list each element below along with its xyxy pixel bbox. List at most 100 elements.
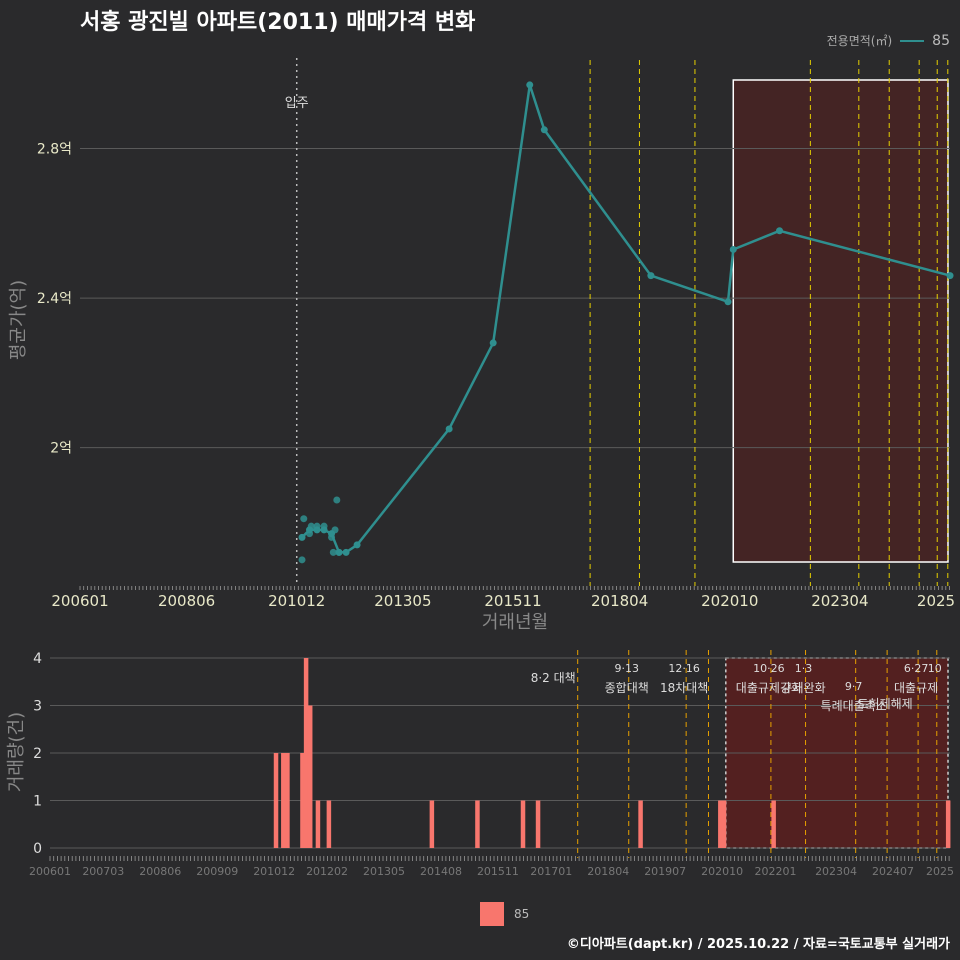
x-tick-label: 202304 — [811, 592, 868, 610]
volume-bar — [281, 753, 286, 848]
trade-point — [298, 556, 306, 564]
price-point — [776, 227, 784, 235]
y-tick-label-bottom: 0 — [33, 841, 42, 857]
legend-line-swatch — [900, 39, 925, 42]
x-tick-label-bottom: 201701 — [530, 865, 572, 878]
policy-date-label: 10 — [928, 662, 942, 675]
price-point — [647, 272, 655, 280]
x-tick-label: 201804 — [591, 592, 648, 610]
x-tick-label: 201012 — [268, 592, 325, 610]
policy-name-label: 특례대출축소 — [821, 699, 887, 713]
volume-bar — [535, 800, 541, 848]
volume-bar — [303, 658, 309, 848]
legend-series-name: 85 — [932, 32, 950, 49]
x-tick-label-bottom: 201012 — [253, 865, 295, 878]
y-tick-label: 2.8억 — [37, 141, 72, 157]
y-tick-label: 2.4억 — [37, 291, 72, 307]
volume-bar — [721, 800, 727, 848]
x-tick-label: 201305 — [374, 592, 431, 610]
x-tick-label: 2025 — [917, 592, 955, 610]
x-tick-label: 200806 — [158, 592, 215, 610]
trade-point — [300, 515, 308, 523]
policy-name-label: 토허제해제 — [858, 697, 913, 711]
bar-legend-label: 85 — [514, 907, 530, 921]
policy-name-label: 18차대책 — [660, 680, 708, 695]
policy-date-label: 10·26 — [753, 662, 785, 675]
x-tick-label: 200601 — [51, 592, 108, 610]
volume-bar — [718, 800, 723, 848]
x-tick-label-bottom: 202407 — [872, 865, 914, 878]
y-axis-title-bottom: 거래량(건) — [6, 712, 27, 792]
volume-bar — [638, 800, 643, 848]
x-tick-label-bottom: 201408 — [420, 865, 462, 878]
price-point — [298, 533, 306, 541]
trade-point — [335, 548, 343, 556]
x-tick-label-bottom: 201511 — [477, 865, 519, 878]
x-tick-label-bottom: 200806 — [139, 865, 181, 878]
y-tick-label-bottom: 1 — [33, 794, 42, 810]
x-tick-label-bottom: 200601 — [29, 865, 71, 878]
volume-bar — [315, 800, 321, 848]
x-tick-label-bottom: 202201 — [754, 865, 796, 878]
price-point — [353, 541, 361, 549]
volume-bar — [326, 800, 332, 848]
bar-legend: 85 — [480, 902, 529, 926]
policy-date-label: 6·27 — [904, 662, 929, 675]
trade-point — [328, 533, 336, 541]
trade-point — [333, 496, 341, 504]
trade-point — [313, 522, 321, 530]
volume-bar — [475, 800, 480, 848]
price-point — [342, 548, 350, 556]
price-point — [445, 425, 453, 433]
move-in-annotation: 입주 — [285, 96, 309, 111]
footer-credit: ©디아파트(dapt.kr) / 2025.10.22 / 자료=국토교통부 실… — [566, 937, 950, 952]
price-point — [946, 272, 954, 280]
volume-bar — [429, 800, 435, 848]
y-tick-label-bottom: 3 — [33, 699, 42, 715]
x-tick-label-bottom: 200703 — [82, 865, 124, 878]
x-axis-title: 거래년월 — [482, 612, 548, 633]
price-point — [724, 298, 732, 306]
policy-date-label: 9·13 — [614, 662, 639, 675]
x-tick-label-bottom: 2025 — [926, 865, 954, 878]
volume-bar — [771, 800, 776, 848]
volume-bar — [300, 753, 305, 848]
x-tick-label-bottom: 202010 — [701, 865, 743, 878]
line-legend: 전용면적(㎡) 85 — [827, 32, 950, 49]
x-tick-label: 201511 — [484, 592, 541, 610]
x-tick-label-bottom: 200909 — [196, 865, 238, 878]
chart-title: 서홍 광진빌 아파트(2011) 매매가격 변화 — [80, 10, 476, 35]
y-tick-label: 2억 — [50, 441, 72, 457]
x-tick-label-bottom: 201907 — [644, 865, 686, 878]
price-point — [729, 245, 737, 253]
policy-date-label: 9·7 — [845, 680, 863, 693]
volume-bar — [307, 705, 313, 848]
x-tick-label-bottom: 201305 — [363, 865, 405, 878]
price-point — [489, 339, 497, 347]
policy-date-label: 12·16 — [668, 662, 700, 675]
legend-title: 전용면적(㎡) — [826, 34, 893, 48]
highlight-region — [732, 79, 949, 563]
y-tick-label-bottom: 2 — [33, 746, 42, 762]
volume-bar — [945, 800, 951, 848]
policy-name-label: 대출규제 — [894, 681, 938, 695]
trade-point — [331, 526, 339, 534]
policy-name-label: 종합대책 — [605, 680, 649, 695]
x-tick-label-bottom: 201202 — [306, 865, 348, 878]
trade-point — [307, 522, 315, 530]
volume-bar — [520, 800, 526, 848]
y-tick-label-bottom: 4 — [33, 651, 42, 667]
trade-point — [320, 522, 328, 530]
x-tick-label-bottom: 202304 — [815, 865, 857, 878]
policy-name-label: 8·2 대책 — [531, 670, 576, 685]
volume-bar — [285, 753, 290, 848]
policy-name-label: 규제완화 — [781, 681, 825, 695]
price-point — [540, 126, 548, 134]
trade-point — [306, 530, 314, 538]
policy-name-label: 대출규제강화 — [736, 681, 802, 695]
y-axis-title: 평균가(억) — [8, 280, 29, 360]
x-tick-label-bottom: 201804 — [587, 865, 629, 878]
legend-bar-swatch — [480, 902, 504, 926]
trade-point — [329, 548, 337, 556]
